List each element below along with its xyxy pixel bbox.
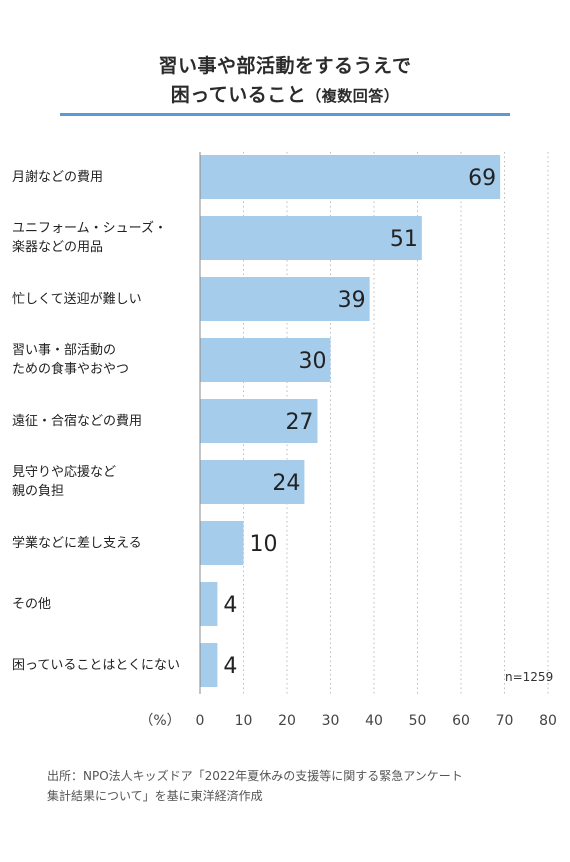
bar-8	[200, 643, 218, 687]
bar-value-5: 24	[272, 471, 300, 496]
category-label-4-line-0: 遠征・合宿などの費用	[12, 413, 143, 429]
chart-title: 習い事や部活動をするうえで 困っていること（複数回答）	[0, 52, 570, 111]
category-label-5: 見守りや応援など 親の負担	[12, 463, 197, 501]
x-tick-0: 0	[196, 713, 205, 729]
category-label-1-line-1: 楽器などの用品	[12, 240, 104, 255]
category-label-4: 遠征・合宿などの費用	[12, 412, 197, 431]
x-tick-80: 80	[539, 713, 557, 729]
bar-value-6: 10	[250, 532, 278, 557]
x-tick-60: 60	[452, 713, 470, 729]
bar-2	[200, 277, 370, 321]
category-label-3-line-0: 習い事・部活動の	[12, 343, 117, 358]
bar-4	[200, 399, 318, 443]
x-tick-20: 20	[278, 713, 296, 729]
x-tick-10: 10	[235, 713, 253, 729]
category-label-0: 月謝などの費用	[12, 168, 197, 187]
category-label-5-line-1: 親の負担	[12, 484, 65, 499]
x-tick-30: 30	[322, 713, 340, 729]
title-underline	[60, 113, 510, 116]
x-tick-50: 50	[409, 713, 427, 729]
category-label-0-line-0: 月謝などの費用	[12, 169, 104, 185]
bar-1	[200, 216, 422, 260]
title-line-1: 習い事や部活動をするうえで	[158, 55, 412, 77]
source-line-2: 集計結果について」を基に東洋経済作成	[47, 789, 263, 803]
x-tick-70: 70	[496, 713, 514, 729]
bar-value-4: 27	[285, 410, 313, 435]
category-label-5-line-0: 見守りや応援など	[12, 465, 117, 480]
bar-5	[200, 460, 305, 504]
bar-value-0: 69	[468, 166, 496, 191]
category-label-2: 忙しくて送迎が難しい	[12, 290, 197, 309]
sample-size-note: n=1259	[505, 670, 554, 684]
category-label-3-line-1: ための食事やおやつ	[12, 362, 130, 377]
bar-value-1: 51	[390, 227, 418, 252]
bar-value-2: 39	[338, 288, 366, 313]
x-tick-40: 40	[365, 713, 383, 729]
source-line-1: 出所：NPO法人キッズドア「2022年夏休みの支援等に関する緊急アンケート	[47, 769, 463, 783]
x-unit-label: （%）	[139, 713, 180, 729]
category-label-3: 習い事・部活動の ための食事やおやつ	[12, 341, 197, 379]
bar-value-8: 4	[223, 654, 237, 679]
bar-0	[200, 155, 501, 199]
category-label-6-line-0: 学業などに差し支える	[12, 535, 142, 551]
bar-value-7: 4	[223, 593, 237, 618]
title-line-2-main: 困っていること	[170, 84, 307, 106]
source-note: 出所：NPO法人キッズドア「2022年夏休みの支援等に関する緊急アンケート 集計…	[47, 766, 547, 806]
bar-6	[200, 521, 244, 565]
title-line-2: 困っていること（複数回答）	[0, 81, 570, 111]
category-label-8-line-0: 困っていることはとくにない	[12, 657, 180, 673]
category-label-7: その他	[12, 595, 197, 614]
bar-7	[200, 582, 218, 626]
title-line-2-paren: （複数回答）	[306, 87, 400, 105]
category-label-2-line-0: 忙しくて送迎が難しい	[12, 291, 142, 307]
category-label-8: 困っていることはとくにない	[12, 656, 197, 675]
category-label-1-line-0: ユニフォーム・シューズ・	[12, 221, 167, 236]
bar-3	[200, 338, 331, 382]
category-label-6: 学業などに差し支える	[12, 534, 197, 553]
category-label-1: ユニフォーム・シューズ・ 楽器などの用品	[12, 219, 197, 257]
bar-value-3: 30	[299, 349, 327, 374]
category-label-7-line-0: その他	[12, 596, 52, 612]
